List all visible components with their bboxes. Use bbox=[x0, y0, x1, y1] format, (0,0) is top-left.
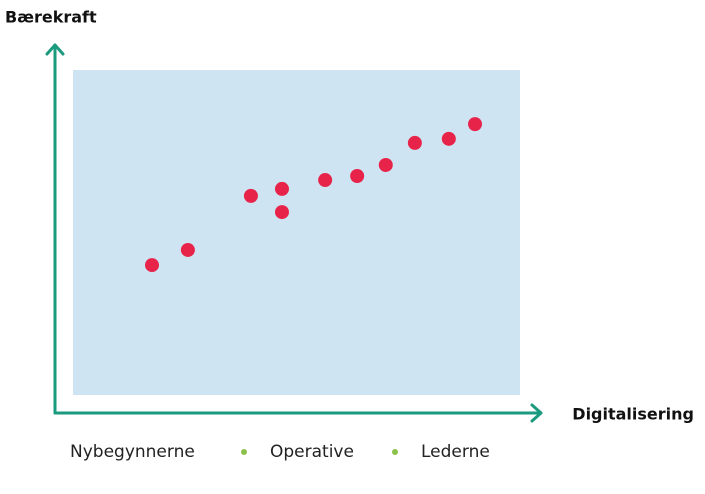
separator bbox=[241, 449, 247, 455]
separator bbox=[392, 449, 398, 455]
x-axis-title: Digitalisering bbox=[572, 405, 694, 424]
group-label: Operative bbox=[270, 442, 354, 462]
point bbox=[243, 188, 258, 203]
y-axis-title: Bærekraft bbox=[5, 8, 97, 27]
point bbox=[180, 242, 195, 257]
group-label: Nybegynnerne bbox=[70, 442, 195, 462]
point bbox=[407, 135, 422, 150]
axes bbox=[45, 43, 543, 423]
point bbox=[350, 169, 365, 184]
point bbox=[274, 181, 289, 196]
group-label: Lederne bbox=[421, 442, 490, 462]
point bbox=[378, 157, 393, 172]
point bbox=[441, 131, 456, 146]
point bbox=[468, 117, 483, 132]
y-arrow bbox=[45, 43, 65, 56]
point bbox=[274, 205, 289, 220]
x-arrow bbox=[530, 403, 543, 423]
plot-background bbox=[73, 70, 520, 395]
point bbox=[145, 258, 159, 273]
point bbox=[318, 173, 333, 188]
